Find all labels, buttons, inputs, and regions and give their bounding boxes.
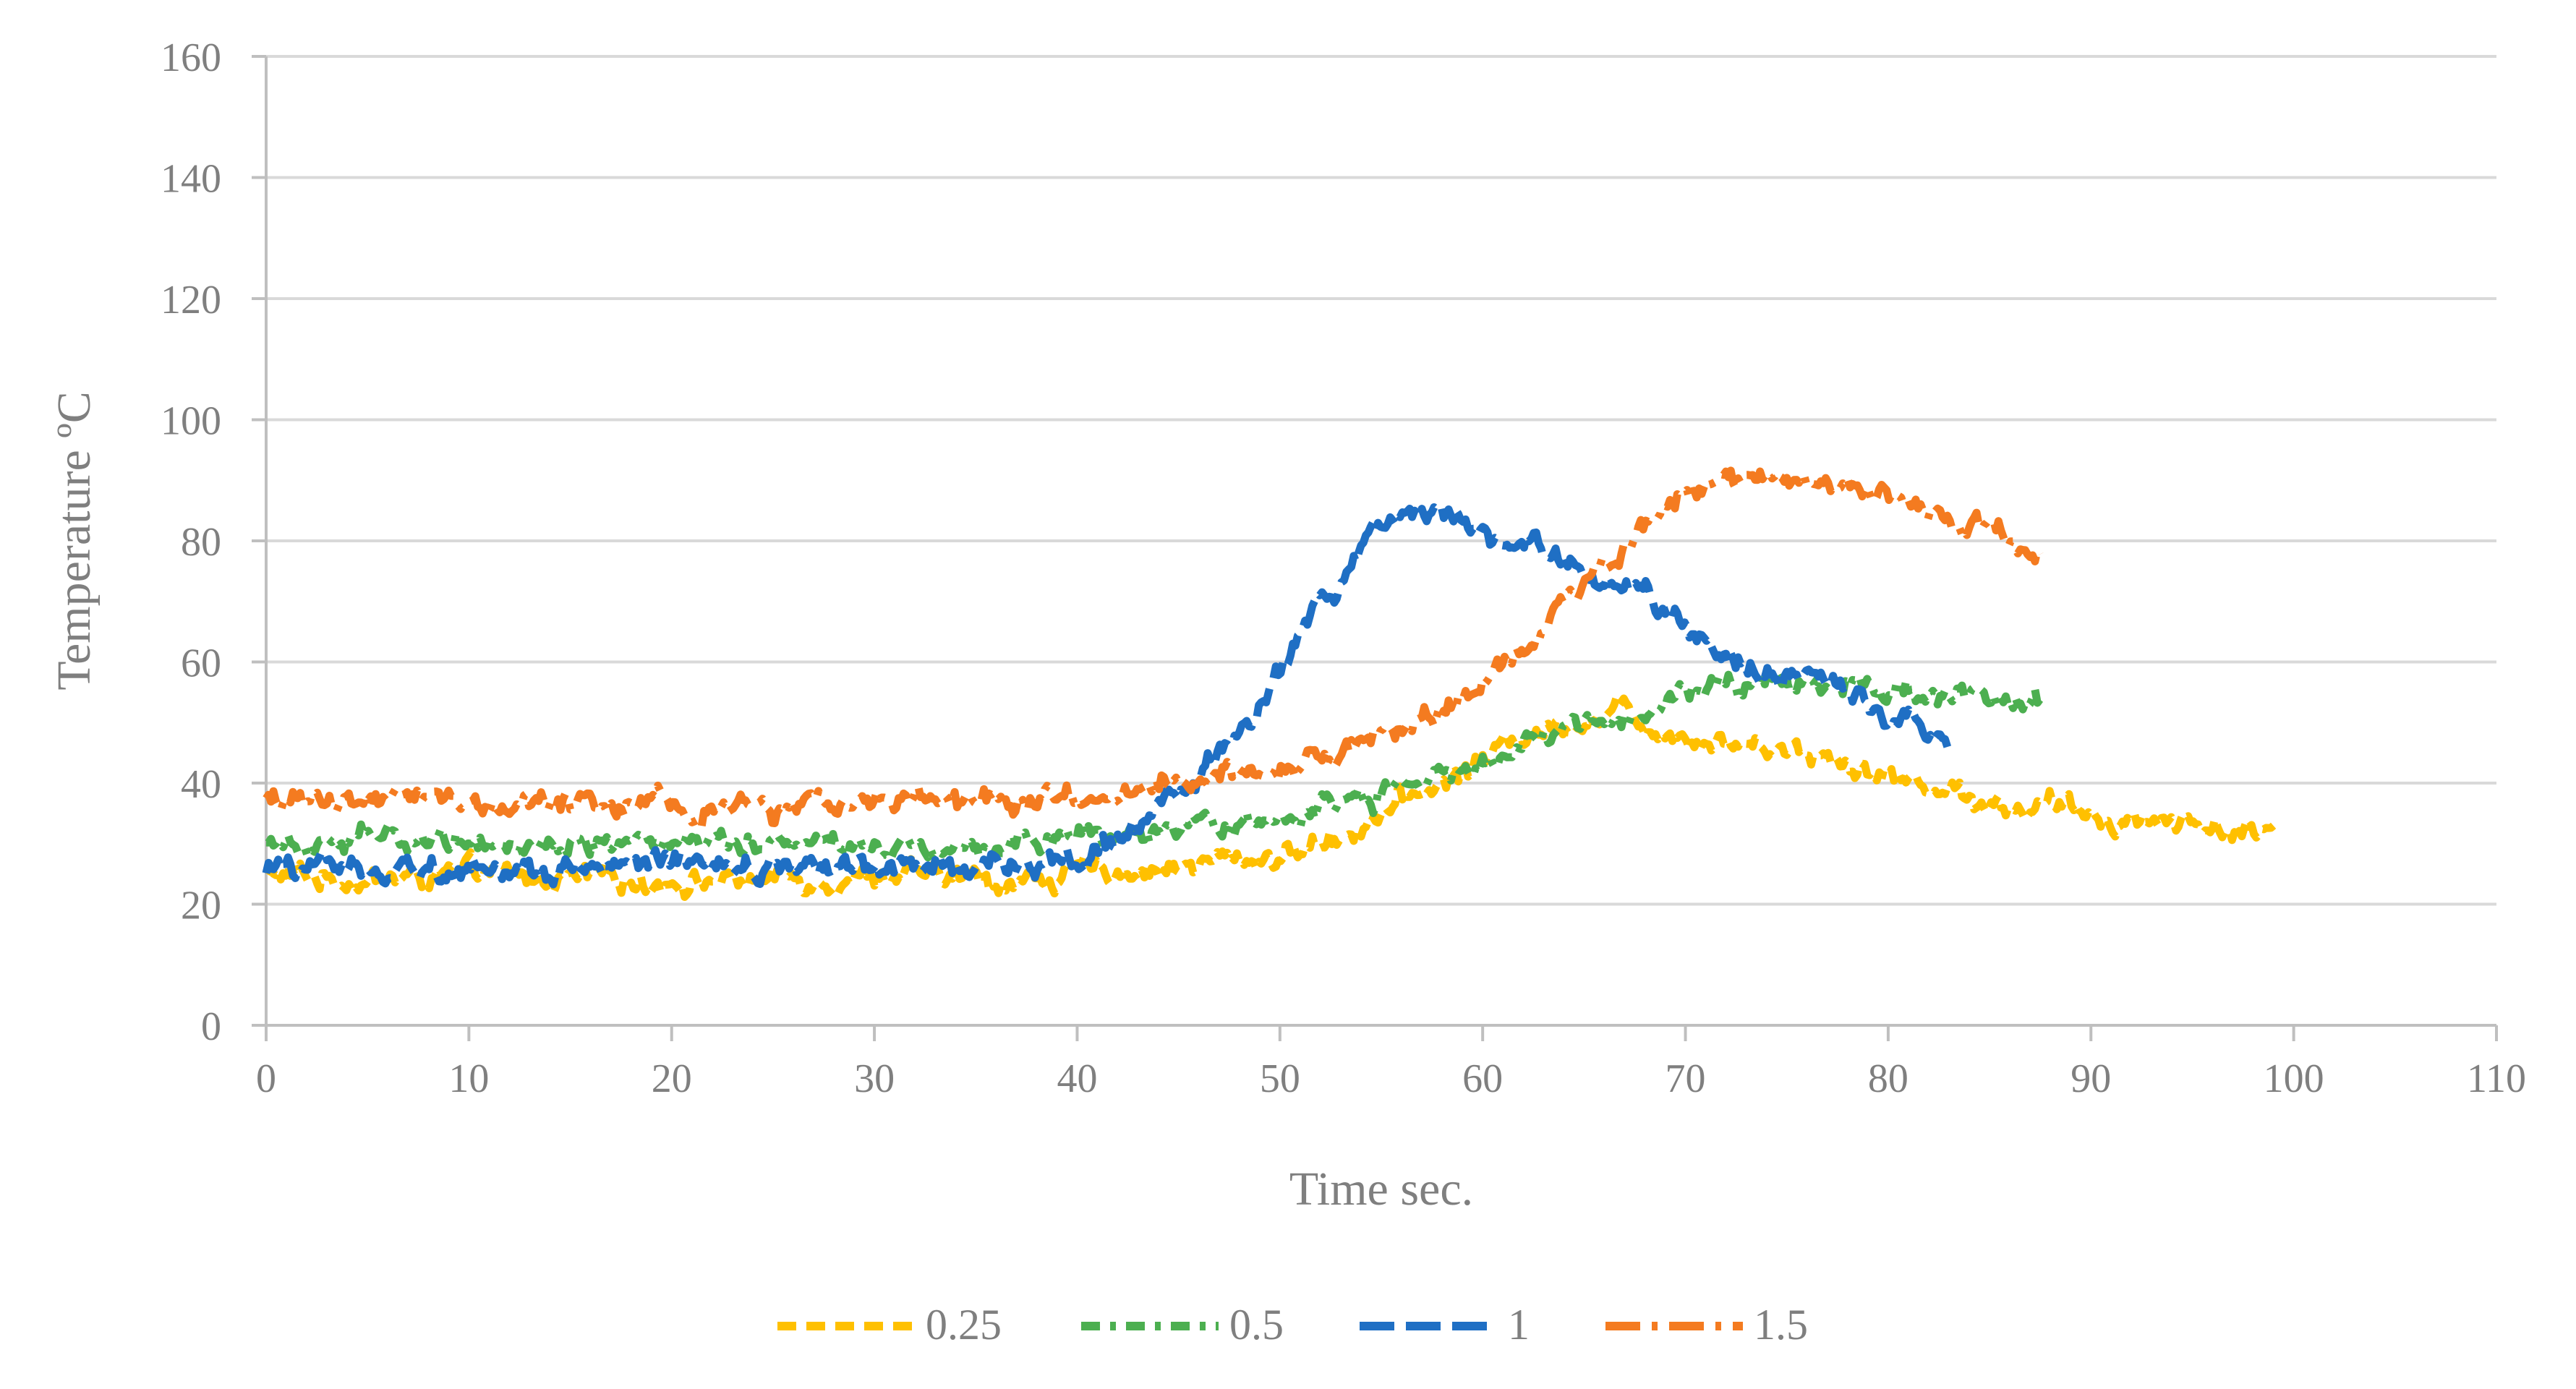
y-tick-label: 100 [161, 399, 221, 444]
x-tick-label: 110 [2467, 1056, 2526, 1101]
x-tick-label: 20 [652, 1056, 692, 1101]
grid-layer [266, 55, 2496, 1027]
x-axis-title: Time sec. [1289, 1163, 1473, 1215]
axis-layer: 0 20 40 60 80 100 120 140 160 0 10 20 30 40 50 60 70 80 90… [161, 35, 2526, 1101]
series-line-1-5 [263, 466, 2044, 831]
x-tick-label: 50 [1260, 1056, 1300, 1101]
x-tick-label: 10 [448, 1056, 489, 1101]
series-line-0-5 [264, 664, 2044, 865]
axis-titles: Time sec. Temperature ºC [48, 391, 1473, 1215]
x-tick-label: 100 [2264, 1056, 2324, 1101]
legend-label-0-25: 0.25 [926, 1301, 1002, 1349]
x-tick-label: 0 [256, 1056, 276, 1101]
x-tick-label: 90 [2070, 1056, 2111, 1101]
y-tick-label: 140 [161, 157, 221, 202]
x-tick-label: 70 [1666, 1056, 1706, 1101]
y-tick-label: 160 [161, 35, 221, 80]
x-tick-label: 80 [1868, 1056, 1908, 1101]
y-tick-label: 0 [201, 1004, 221, 1049]
legend-label-0-5: 0.5 [1229, 1301, 1284, 1349]
series-line-1 [262, 502, 1952, 889]
series-layer [262, 466, 2277, 901]
x-tick-label: 40 [1057, 1056, 1097, 1101]
y-tick-label: 20 [181, 884, 221, 928]
y-tick-label: 80 [181, 520, 221, 565]
legend-label-1-5: 1.5 [1754, 1301, 1808, 1349]
legend-label-1: 1 [1508, 1301, 1530, 1349]
x-tick-label: 30 [854, 1056, 895, 1101]
x-tick-label: 60 [1462, 1056, 1503, 1101]
y-tick-label: 40 [181, 762, 221, 807]
y-axis-title: Temperature ºC [48, 391, 101, 691]
y-tick-label: 60 [181, 641, 221, 686]
y-tick-label: 120 [161, 278, 221, 322]
legend: 0.25 0.5 1 1.5 [777, 1301, 1808, 1349]
